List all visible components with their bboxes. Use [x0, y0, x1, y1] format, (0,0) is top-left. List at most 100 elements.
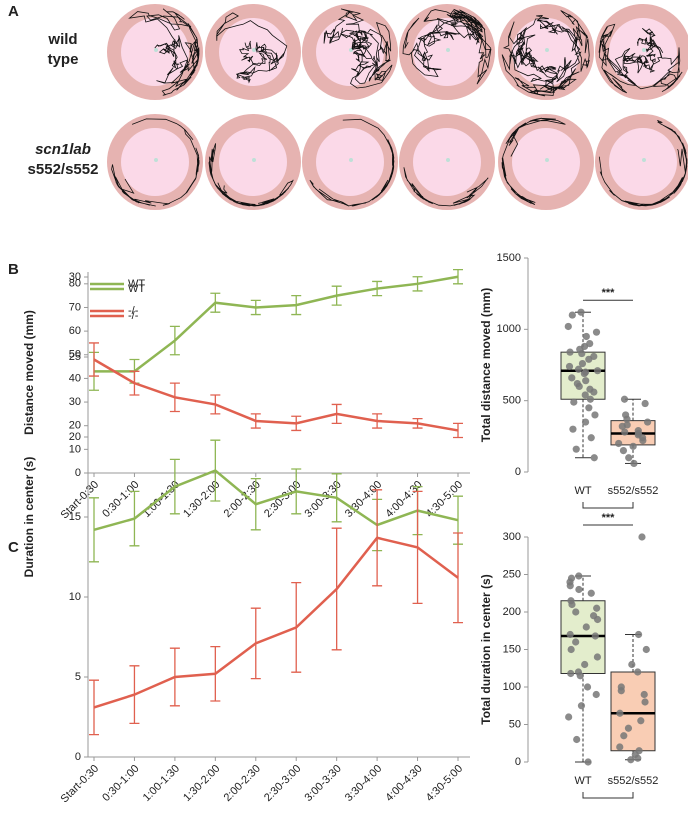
data-point [591, 411, 599, 419]
data-point [576, 672, 584, 680]
y-tick-label: 500 [503, 395, 521, 407]
y-tick-label: 1500 [497, 252, 521, 264]
data-point [617, 687, 625, 695]
y-axis-label: Total distance moved (mm) [479, 288, 493, 442]
y-axis-label: Total duration in center (s) [479, 574, 493, 724]
data-point [591, 632, 599, 640]
data-point [573, 735, 581, 744]
x-tick-label: 0:30-1:00 [100, 763, 141, 804]
data-point [566, 582, 574, 590]
track [309, 118, 395, 207]
group-bracket [582, 792, 634, 799]
data-point [621, 428, 629, 436]
y-tick-label: 50 [69, 349, 81, 361]
arena-center [252, 48, 256, 52]
y-tick-label: 25 [69, 351, 81, 363]
row-label: scn1lab [35, 141, 91, 158]
data-point [590, 454, 598, 462]
data-point [629, 442, 637, 450]
x-tick-label: 2:00-2:30 [222, 479, 263, 520]
data-point [577, 308, 585, 316]
data-point [620, 732, 628, 740]
y-tick-label: 150 [503, 643, 521, 655]
arena-center [545, 48, 549, 52]
significance: *** [602, 287, 616, 299]
data-point [616, 709, 624, 717]
data-point [639, 437, 647, 445]
y-tick-label: 200 [503, 606, 521, 618]
data-point [582, 332, 590, 341]
data-point [623, 415, 631, 423]
track [215, 12, 288, 84]
y-tick-label: 0 [515, 466, 521, 478]
data-point [574, 365, 583, 373]
legend-label: WT [128, 278, 145, 290]
data-point [585, 355, 593, 363]
data-point [581, 660, 589, 669]
x-tick-label: 4:00-4:30 [383, 479, 424, 520]
y-tick-label: 0 [75, 751, 81, 763]
data-point [575, 585, 583, 594]
arena-inner [316, 18, 384, 86]
arena-center [252, 158, 256, 162]
data-point [630, 459, 638, 468]
data-point [565, 362, 574, 371]
data-point [566, 630, 574, 639]
row-label: wild [47, 31, 77, 48]
data-point [570, 398, 578, 406]
data-point [641, 399, 649, 408]
arena-inner [609, 128, 677, 196]
y-tick-label: 300 [503, 531, 521, 543]
data-point [640, 690, 648, 699]
arena-inner [512, 128, 580, 196]
data-point [582, 623, 590, 631]
y-tick-label: 0 [515, 756, 521, 768]
x-tick-label: 3:30-4:00 [343, 763, 384, 804]
y-tick-label: 60 [69, 325, 81, 337]
data-point [625, 454, 633, 462]
panel-label: A [8, 3, 19, 20]
y-tick-label: 20 [69, 420, 81, 432]
error-bar [89, 342, 99, 377]
track [501, 117, 566, 205]
data-point [575, 382, 583, 390]
arena-inner [413, 128, 481, 196]
legend-label: -/- [128, 305, 139, 317]
track [501, 10, 590, 97]
data-point [618, 422, 626, 430]
data-point [587, 589, 595, 597]
y-axis-label: Duration in center (s) [22, 457, 36, 578]
data-point [593, 604, 601, 612]
y-tick-label: 80 [69, 278, 81, 290]
data-point [642, 645, 650, 654]
data-point [638, 533, 646, 541]
y-tick-label: 70 [69, 301, 81, 313]
arena-inner [316, 128, 384, 196]
x-tick-label: 1:30-2:00 [181, 479, 222, 520]
series-line [93, 536, 459, 709]
data-point [584, 758, 592, 766]
x-tick-label: 1:30-2:00 [181, 763, 222, 804]
data-point [592, 328, 601, 336]
track [402, 8, 492, 85]
x-tick-label: s552/s552 [608, 485, 659, 497]
arena-center [545, 158, 549, 162]
y-tick-label: 100 [503, 681, 521, 693]
data-point [566, 348, 574, 356]
data-point [592, 690, 600, 699]
data-point [568, 374, 576, 382]
arena-center [642, 158, 646, 162]
x-tick-label: s552/s552 [608, 775, 659, 787]
y-tick-label: 10 [69, 591, 81, 603]
series-line [94, 275, 459, 373]
y-tick-label: 0 [75, 467, 81, 479]
data-point [620, 395, 629, 403]
y-tick-label: 1000 [497, 323, 521, 335]
data-point [643, 418, 652, 426]
data-point [582, 377, 590, 385]
arena-inner [609, 18, 677, 86]
row-label: type [48, 51, 79, 68]
data-point [587, 434, 595, 442]
data-point [568, 311, 576, 319]
data-point [565, 713, 573, 721]
